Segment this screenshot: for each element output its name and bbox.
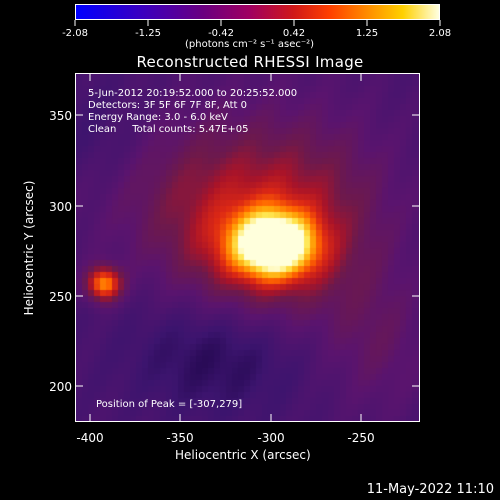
- info-total-counts: Clean Total counts: 5.47E+05: [88, 124, 249, 135]
- colorbar: [75, 4, 440, 20]
- info-detectors: Detectors: 3F 5F 6F 7F 8F, Att 0: [88, 100, 248, 111]
- plot-title: Reconstructed RHESSI Image: [136, 53, 364, 71]
- y-tick-label: 250: [49, 290, 72, 304]
- colorbar-tick: 1.25: [355, 28, 379, 39]
- colorbar-tick: 0.42: [282, 28, 306, 39]
- info-peak-position: Position of Peak = [-307,279]: [96, 399, 243, 410]
- x-tick-label: -300: [257, 431, 285, 445]
- y-tick-label: 350: [49, 109, 72, 123]
- colorbar-tick: -2.08: [62, 28, 88, 39]
- x-tick-label: -250: [347, 431, 375, 445]
- colorbar-tick: -1.25: [135, 28, 161, 39]
- x-tick-label: -350: [166, 431, 194, 445]
- colorbar-units: (photons cm⁻² s⁻¹ asec⁻²): [185, 39, 315, 50]
- rhessi-image-plot: 5-Jun-2012 20:19:52.000 to 20:25:52.000 …: [75, 73, 420, 422]
- y-tick-label: 200: [49, 380, 72, 394]
- x-axis-label: Heliocentric X (arcsec): [175, 448, 311, 462]
- colorbar-tick: 2.08: [428, 28, 452, 39]
- rhessi-image-canvas: [76, 74, 419, 421]
- info-time-range: 5-Jun-2012 20:19:52.000 to 20:25:52.000: [88, 88, 298, 99]
- x-tick-label: -400: [76, 431, 104, 445]
- colorbar-tick: -0.42: [208, 28, 234, 39]
- y-tick-label: 300: [49, 200, 72, 214]
- info-energy-range: Energy Range: 3.0 - 6.0 keV: [88, 112, 228, 123]
- footer-date: 11-May-2022 11:10: [366, 482, 494, 497]
